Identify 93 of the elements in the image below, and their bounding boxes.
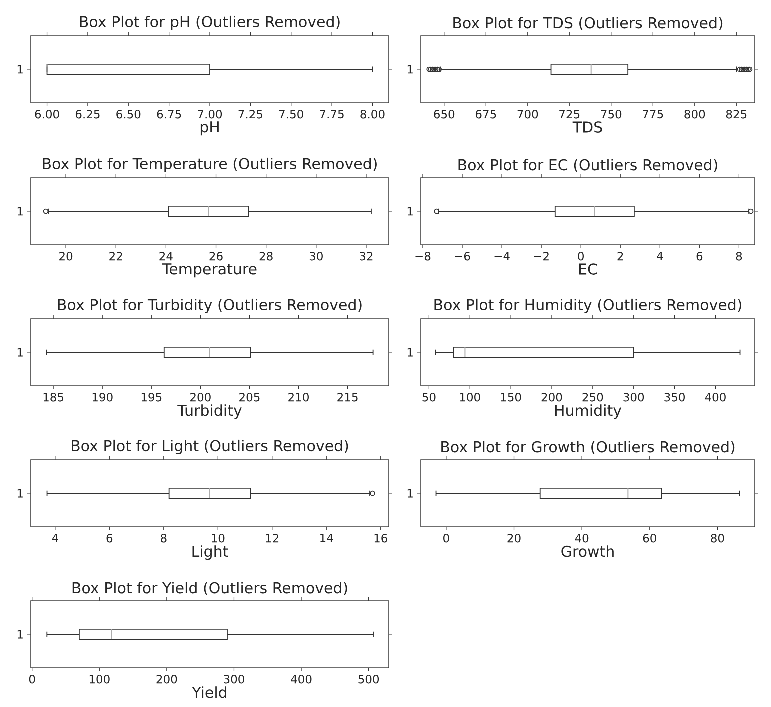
y-tick-label: 1 (18, 630, 23, 639)
x-tick-label: 40 (575, 534, 589, 543)
chart-title: Box Plot for EC (Outliers Removed) (458, 159, 718, 172)
x-tick-label: 725 (560, 110, 580, 119)
y-tick-label: 1 (18, 489, 23, 498)
x-tick-label: 20 (508, 534, 521, 543)
x-tick-label: 7.50 (280, 110, 304, 119)
x-tick-label: −2 (534, 252, 549, 261)
x-tick-label: 80 (711, 534, 724, 543)
x-tick-label: 8 (161, 534, 167, 543)
x-tick-label: 6 (696, 252, 703, 261)
x-tick-label: 26 (210, 252, 223, 261)
x-tick-label: 675 (476, 110, 496, 119)
x-tick-label: 7.25 (238, 110, 262, 119)
chart-title: Box Plot for Yield (Outliers Removed) (72, 582, 348, 596)
x-tick-label: 825 (726, 110, 747, 119)
chart-title: Box Plot for pH (Outliers Removed) (80, 16, 340, 30)
x-tick-label: 7.75 (320, 110, 344, 119)
x-axis-title: TDS (572, 122, 602, 133)
x-tick-label: 200 (190, 393, 211, 402)
x-tick-label: 250 (582, 393, 604, 402)
x-tick-label: 7.00 (198, 110, 222, 119)
x-tick-label: 28 (260, 252, 273, 261)
x-tick-label: 4 (657, 252, 664, 260)
x-axis-title: pH (200, 122, 219, 136)
x-axis-title: Growth (562, 546, 614, 558)
x-tick-label: 22 (110, 252, 122, 261)
x-tick-label: 350 (664, 393, 685, 402)
x-tick-label: 195 (142, 393, 162, 402)
x-axis-title: EC (580, 264, 598, 275)
x-tick-label: 100 (460, 393, 480, 402)
x-tick-label: 2 (618, 252, 624, 261)
x-tick-label: 60 (643, 534, 656, 543)
x-tick-label: 300 (224, 675, 244, 684)
x-tick-label: 16 (374, 534, 388, 543)
x-tick-label: 190 (92, 393, 113, 402)
y-tick-label: 1 (408, 65, 413, 74)
y-tick-label: 1 (18, 348, 23, 357)
x-tick-label: 30 (310, 252, 323, 261)
x-tick-label: 6.25 (76, 110, 100, 119)
x-axis-title: Turbidity (178, 404, 242, 420)
x-tick-label: 6.75 (157, 110, 182, 119)
x-tick-label: 300 (624, 393, 644, 402)
x-tick-label: 6.50 (116, 110, 141, 119)
y-tick-label: 1 (408, 489, 413, 498)
x-tick-label: 32 (360, 252, 373, 261)
x-tick-label: 14 (320, 534, 334, 542)
chart-title: Box Plot for Humidity (Outliers Removed) (434, 298, 742, 314)
x-tick-label: 0 (578, 252, 584, 261)
x-tick-label: 500 (358, 675, 380, 684)
y-tick-label: 1 (18, 207, 23, 216)
x-tick-label: 205 (240, 393, 260, 402)
x-tick-label: 0 (444, 534, 450, 543)
chart-title: Box Plot for Light (Outliers Removed) (72, 440, 348, 454)
x-tick-label: 400 (705, 393, 726, 402)
x-tick-label: 12 (266, 534, 279, 543)
x-axis-title: Yield (192, 686, 227, 698)
x-tick-label: 200 (542, 393, 562, 402)
x-tick-label: 200 (156, 675, 178, 684)
x-tick-label: −8 (416, 252, 431, 261)
y-tick-label: 1 (408, 207, 413, 216)
x-tick-label: 215 (338, 393, 358, 402)
x-tick-label: 750 (601, 110, 622, 119)
x-axis-title: Temperature (162, 264, 257, 278)
y-tick-label: 1 (408, 348, 413, 357)
x-tick-label: 775 (643, 110, 664, 119)
x-tick-label: 150 (501, 393, 522, 402)
x-tick-label: 8.00 (360, 110, 385, 119)
x-tick-label: 800 (684, 110, 706, 119)
chart-title: Box Plot for Turbidity (Outliers Removed) (58, 298, 362, 314)
chart-title: Box Plot for Temperature (Outliers Removed) (43, 158, 377, 172)
x-tick-label: −6 (455, 252, 470, 261)
x-tick-label: 6 (106, 534, 113, 543)
x-tick-label: 700 (518, 110, 538, 119)
x-tick-label: 24 (160, 252, 173, 261)
x-axis-title: Light (192, 546, 228, 560)
x-tick-label: −4 (494, 252, 510, 260)
x-tick-label: 4 (52, 534, 58, 542)
x-tick-label: 400 (291, 675, 312, 684)
x-tick-label: 10 (212, 534, 225, 543)
x-tick-label: 6.00 (35, 110, 60, 119)
x-axis-title: Humidity (555, 404, 622, 420)
chart-title: Box Plot for Growth (Outliers Removed) (442, 441, 735, 454)
x-tick-label: 650 (434, 110, 455, 119)
x-tick-label: 8 (736, 252, 742, 261)
x-tick-label: 210 (288, 393, 309, 402)
y-tick-label: 1 (18, 65, 23, 74)
chart-title: Box Plot for TDS (Outliers Removed) (454, 17, 723, 30)
x-tick-label: 100 (90, 675, 110, 684)
x-tick-label: 0 (29, 675, 36, 684)
x-tick-label: 20 (60, 252, 73, 261)
x-tick-label: 185 (44, 393, 64, 402)
x-tick-label: 50 (422, 393, 436, 402)
